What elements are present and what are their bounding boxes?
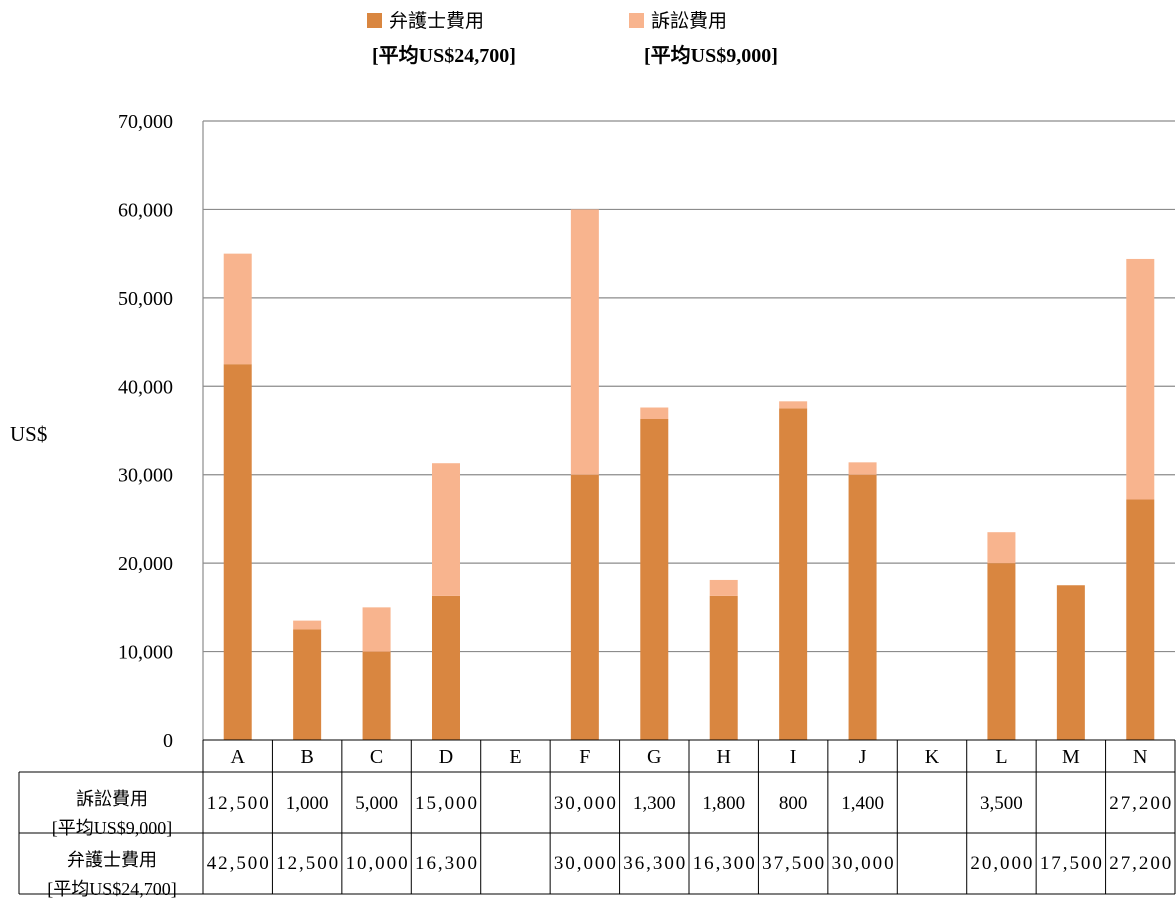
category-label: C xyxy=(370,746,383,768)
bar-segment-lawyer-i xyxy=(779,408,808,740)
bar-segment-litigation-f xyxy=(570,209,599,475)
category-label: F xyxy=(579,746,590,768)
bar-segment-lawyer-f xyxy=(570,474,599,740)
table-cell-value: 30,000 xyxy=(554,853,616,874)
bar-segment-lawyer-c xyxy=(362,651,391,740)
category-label: L xyxy=(995,746,1007,768)
bar-segment-lawyer-h xyxy=(709,595,738,740)
table-cell-value: 800 xyxy=(779,793,808,814)
bar-segment-lawyer-m xyxy=(1056,585,1085,740)
table-cell-value: 15,000 xyxy=(415,793,477,814)
table-cell-value: 30,000 xyxy=(554,793,616,814)
table-cell-value: 5,000 xyxy=(355,793,398,814)
y-tick-label: 10,000 xyxy=(118,642,173,664)
table-cell-value: 3,500 xyxy=(980,793,1023,814)
y-tick-label: 50,000 xyxy=(118,288,173,310)
category-label: J xyxy=(859,746,867,768)
table-row-sublabel-lawyer: [平均US$24,700] xyxy=(47,879,177,899)
category-label: E xyxy=(509,746,521,768)
table-cell-value: 1,800 xyxy=(702,793,745,814)
bar-segment-litigation-l xyxy=(987,532,1016,564)
bar-segment-litigation-j xyxy=(848,462,877,475)
category-label: G xyxy=(647,746,661,768)
y-tick-label: 40,000 xyxy=(118,376,173,398)
legend: 弁護士費用 [平均US$24,700] 訴訟費用 [平均US$9,000] xyxy=(367,10,778,67)
bar-segment-lawyer-a xyxy=(223,364,252,740)
table-cell-value: 1,400 xyxy=(841,793,884,814)
table-row-sublabel-litigation: [平均US$9,000] xyxy=(52,818,173,838)
table-cell-value: 12,500 xyxy=(207,793,269,814)
legend-label-lawyer-fees: 弁護士費用 xyxy=(389,10,484,32)
legend-swatch-lawyer-fees xyxy=(367,13,382,28)
bar-segment-lawyer-d xyxy=(432,595,460,740)
bar-segment-litigation-c xyxy=(362,607,391,652)
table-cell-value: 17,500 xyxy=(1040,853,1102,874)
data-table: 訴訟費用 [平均US$9,000] 弁護士費用 [平均US$24,700] A B… xyxy=(18,739,1176,899)
table-cell-value: 20,000 xyxy=(970,853,1032,874)
gridlines xyxy=(202,120,1175,740)
table-cell-value: 1,300 xyxy=(633,793,676,814)
y-tick-label: 60,000 xyxy=(118,199,173,221)
bar-segment-litigation-g xyxy=(640,407,669,420)
bar-segment-lawyer-g xyxy=(640,419,669,740)
bar-segment-lawyer-l xyxy=(987,563,1016,740)
bar-segment-litigation-i xyxy=(779,401,808,409)
category-label: B xyxy=(300,746,313,768)
bar-segment-litigation-n xyxy=(1126,258,1155,500)
category-label: D xyxy=(439,746,453,768)
table-cell-value: 16,300 xyxy=(415,853,477,874)
bar-segment-litigation-h xyxy=(709,579,738,596)
legend-sublabel-lawyer-fees: [平均US$24,700] xyxy=(372,43,516,67)
bar-segment-lawyer-b xyxy=(293,629,322,740)
table-cell-value: 27,200 xyxy=(1109,853,1171,874)
table-cell-value: 27,200 xyxy=(1109,793,1171,814)
legend-swatch-litigation-fees xyxy=(629,13,644,28)
table-cell-value: 16,300 xyxy=(693,853,755,874)
category-label: N xyxy=(1133,746,1147,768)
category-label: I xyxy=(790,746,797,768)
y-tick-labels: 0 10,000 20,000 30,000 40,000 50,000 60,000 70,… xyxy=(118,111,173,752)
bar-segment-litigation-a xyxy=(223,253,252,365)
legend-sublabel-litigation-fees: [平均US$9,000] xyxy=(644,43,778,67)
category-label: H xyxy=(716,746,730,768)
bar-segment-lawyer-j xyxy=(848,474,877,740)
y-axis-label: US$ xyxy=(10,422,47,446)
y-tick-label: 20,000 xyxy=(118,553,173,575)
table-row-label-lawyer: 弁護士費用 xyxy=(67,850,157,870)
category-label: A xyxy=(230,746,245,768)
category-label: M xyxy=(1062,746,1080,768)
table-cell-value: 36,300 xyxy=(623,853,685,874)
bar-segment-lawyer-n xyxy=(1126,499,1155,740)
category-label: K xyxy=(925,746,940,768)
table-cell-value: 30,000 xyxy=(832,853,894,874)
table-cell-value: 1,000 xyxy=(286,793,329,814)
y-tick-label: 0 xyxy=(163,730,173,752)
bar-segment-litigation-b xyxy=(293,620,322,630)
table-cell-value: 37,500 xyxy=(762,853,824,874)
bars xyxy=(223,209,1155,740)
y-tick-label: 30,000 xyxy=(118,465,173,487)
table-cell-value: 12,500 xyxy=(276,853,338,874)
table-cell-value: 10,000 xyxy=(346,853,408,874)
table-cell-value: 42,500 xyxy=(207,853,269,874)
legend-label-litigation-fees: 訴訟費用 xyxy=(651,10,727,32)
table-row-label-litigation: 訴訟費用 xyxy=(76,789,148,809)
bar-segment-litigation-d xyxy=(432,463,460,596)
y-tick-label: 70,000 xyxy=(118,111,173,133)
